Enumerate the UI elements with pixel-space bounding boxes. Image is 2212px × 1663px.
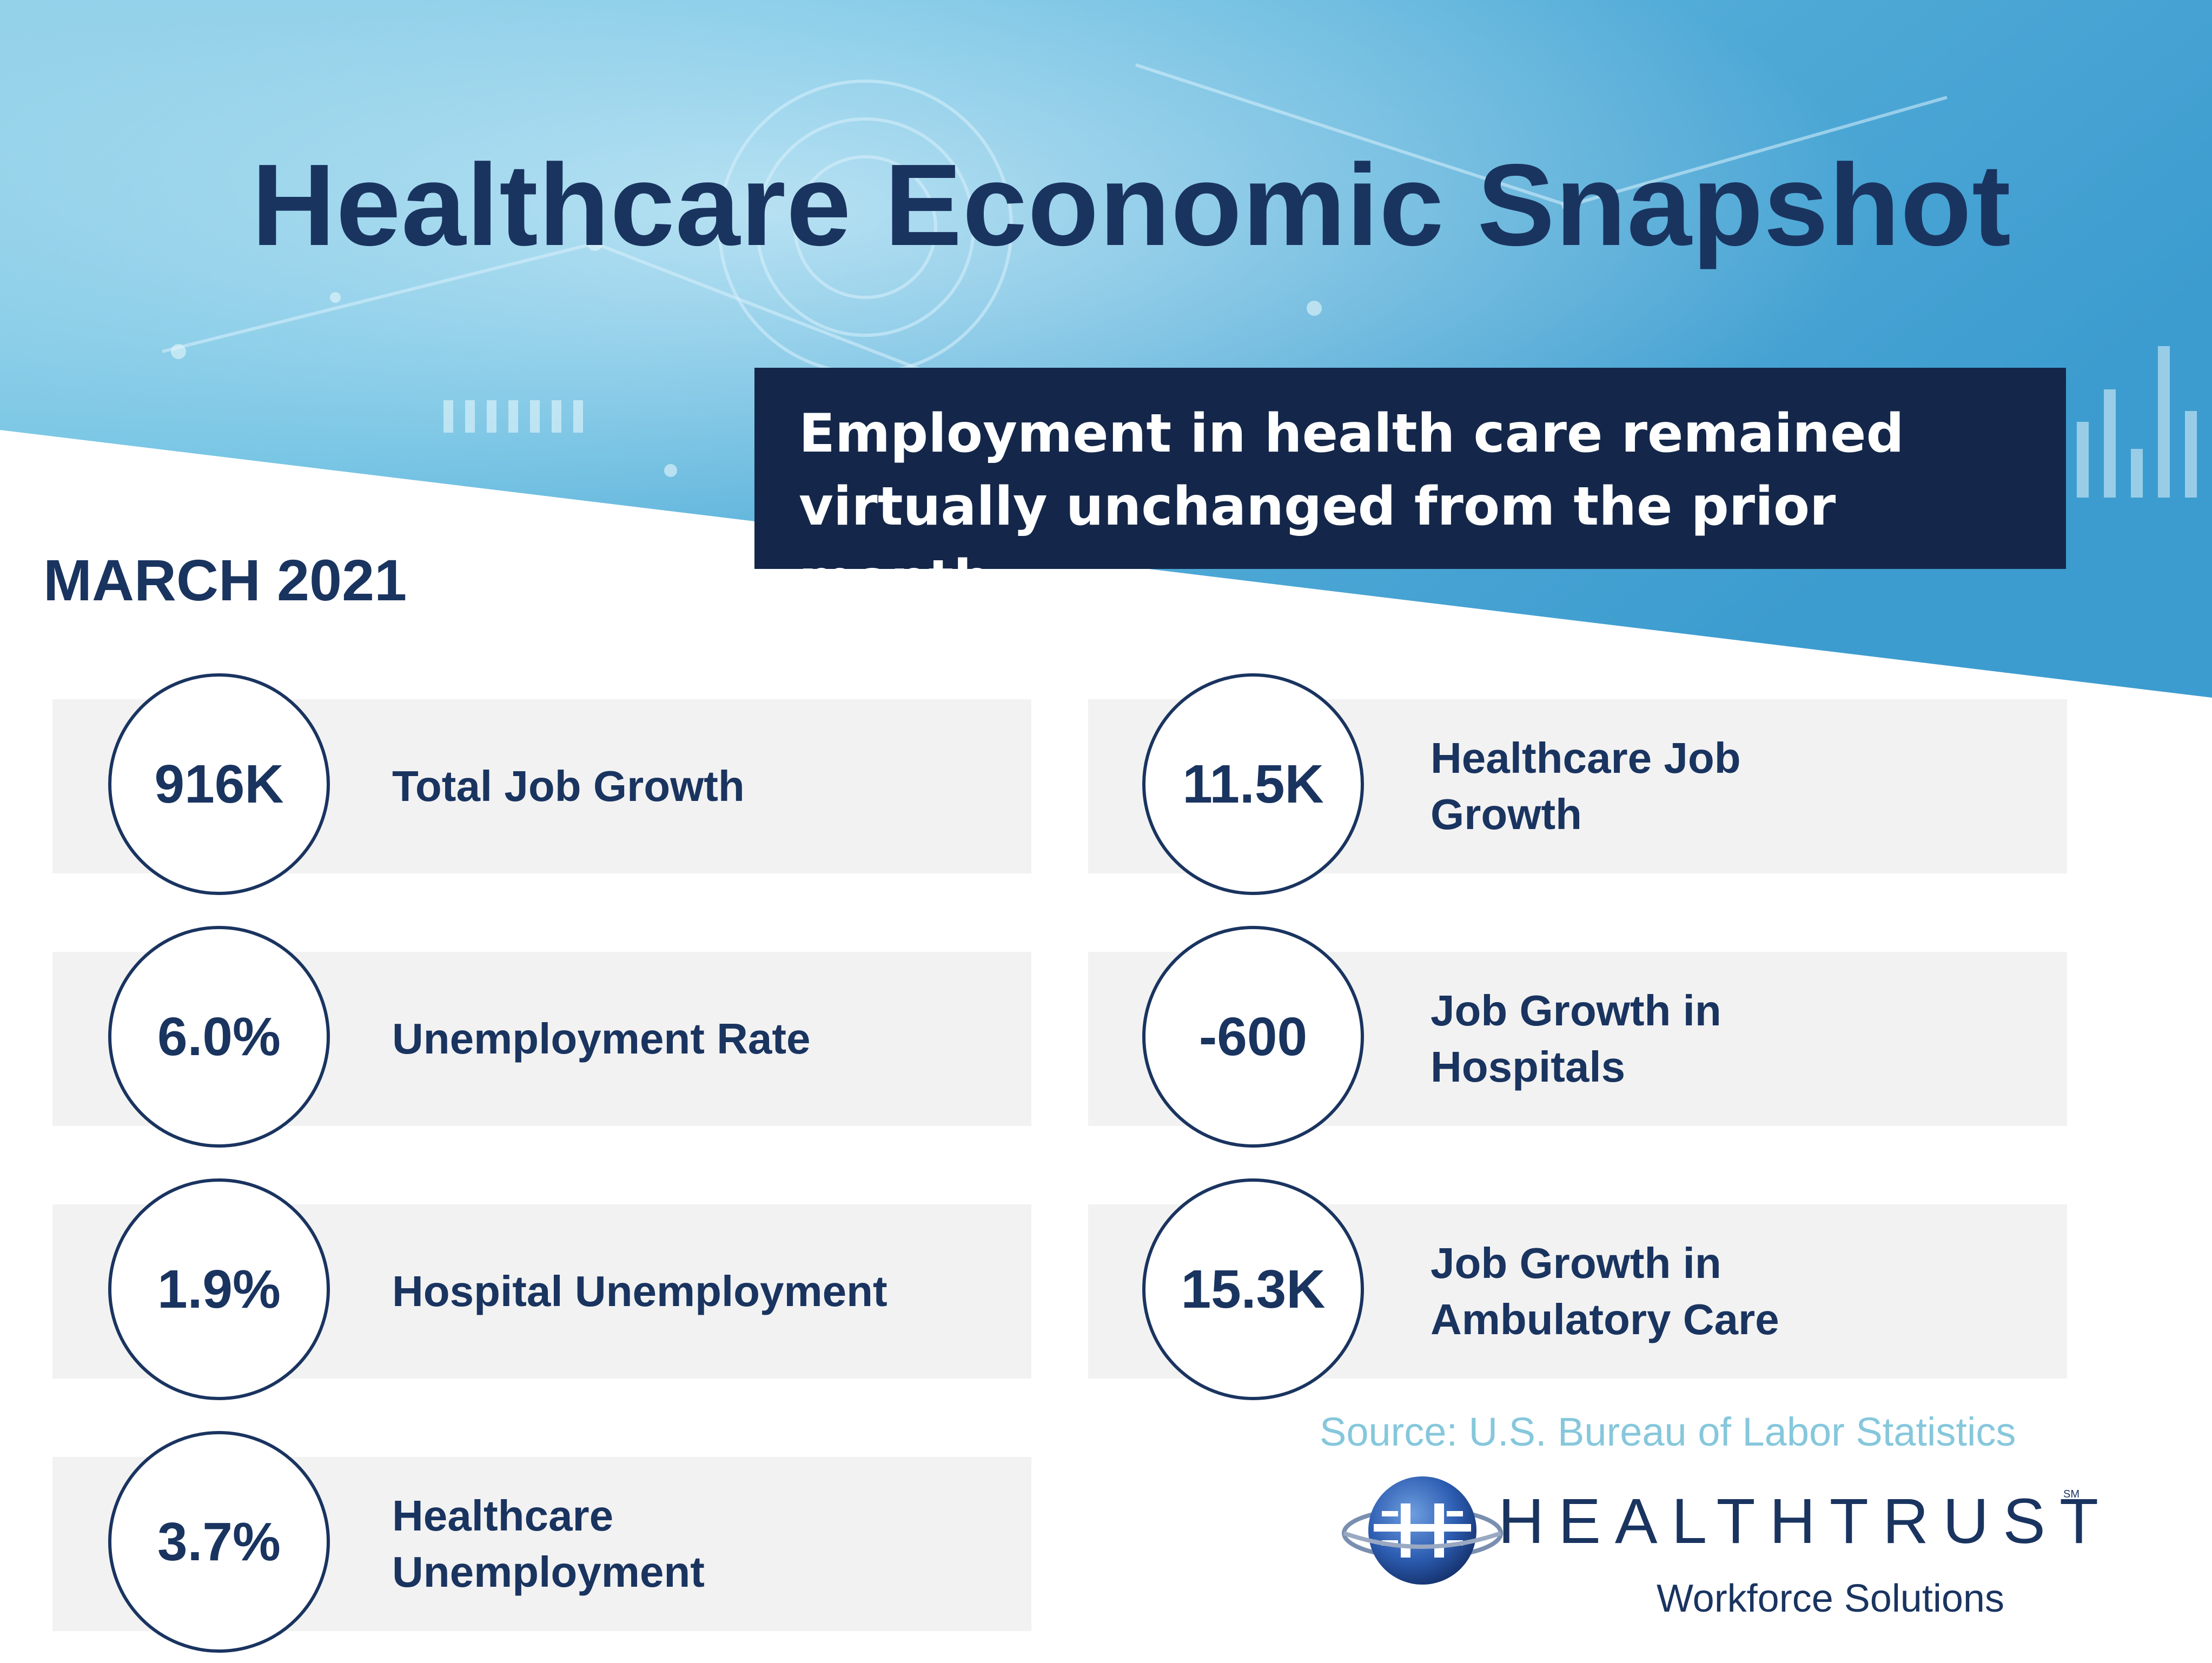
stat-value-circle: 1.9% — [108, 1178, 330, 1400]
healthtrust-logo: HEALTHTRUST SM Workforce Solutions — [1341, 1466, 2098, 1644]
stat-label: Job Growth in Hospitals — [1430, 986, 1721, 1091]
stat-value-circle: 6.0% — [108, 926, 330, 1148]
stat-value-circle: 3.7% — [108, 1431, 330, 1653]
stat-label: Hospital Unemployment — [392, 1267, 888, 1315]
stat-label: Job Growth in Ambulatory Care — [1430, 1239, 1779, 1343]
page-title: Healthcare Economic Snapshot — [251, 140, 2011, 270]
logo-wordmark: HEALTHTRUST — [1498, 1486, 2113, 1557]
logo-subtitle: Workforce Solutions — [1657, 1577, 2004, 1620]
logo-service-mark: SM — [2063, 1488, 2079, 1500]
stat-value-circle: 916K — [108, 673, 330, 895]
stat-label: Unemployment Rate — [392, 1015, 811, 1063]
summary-callout: Employment in health care remained virtu… — [754, 368, 2066, 611]
stat-label: Healthcare Unemployment — [392, 1492, 705, 1596]
stat-label: Total Job Growth — [392, 762, 745, 810]
data-source: Source: U.S. Bureau of Labor Statistics — [1320, 1409, 2016, 1454]
stat-value-circle: 11.5K — [1142, 673, 1364, 895]
report-date: MARCH 2021 — [43, 547, 407, 613]
healthtrust-globe-icon — [1342, 1476, 1503, 1585]
stat-value-circle: -600 — [1142, 926, 1364, 1148]
stat-value-circle: 15.3K — [1142, 1178, 1364, 1400]
stat-label: Healthcare Job Growth — [1430, 734, 1741, 838]
